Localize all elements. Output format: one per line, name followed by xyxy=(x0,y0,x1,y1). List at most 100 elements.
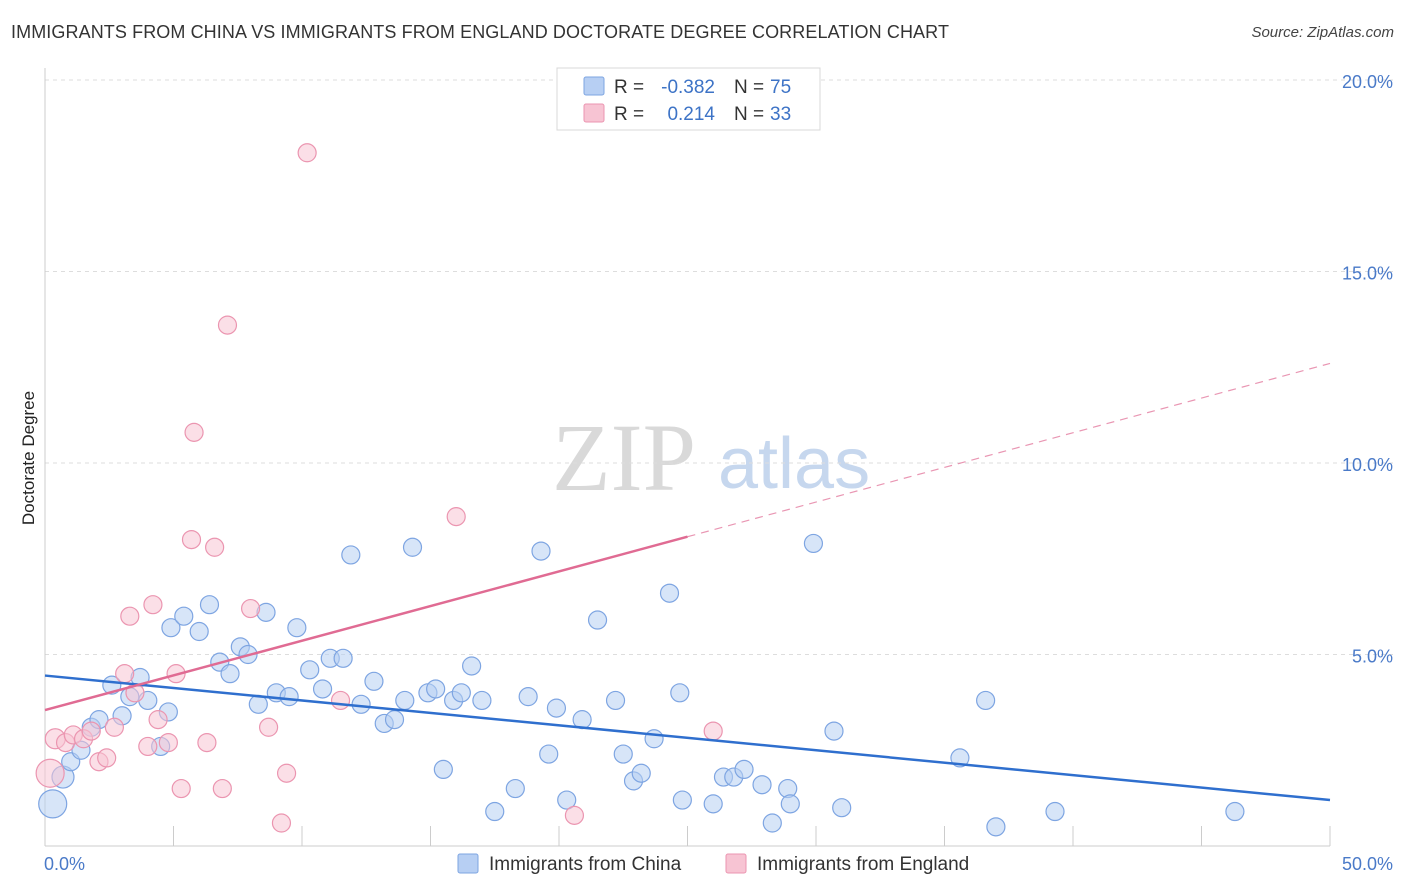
stats-legend: R = -0.382 N = 75 R = 0.214 N = 33 xyxy=(556,67,821,131)
point-china-59 xyxy=(670,683,690,703)
point-england-13 xyxy=(143,595,163,615)
watermark-zip: ZIP xyxy=(552,404,696,511)
y-axis-label: Doctorate Degree xyxy=(19,391,38,525)
y-tick-label-5: 5.0% xyxy=(1352,647,1393,667)
point-china-31 xyxy=(351,694,371,714)
point-england-15 xyxy=(158,732,178,753)
x-tick-label-min: 0.0% xyxy=(44,854,85,874)
y-tick-labels: 5.0% 10.0% 15.0% 20.0% xyxy=(1342,72,1393,667)
point-china-42 xyxy=(462,656,482,676)
point-china-74 xyxy=(986,817,1006,837)
point-england-10 xyxy=(120,606,140,626)
point-china-76 xyxy=(1225,801,1245,822)
x-tick-label-max: 50.0% xyxy=(1342,854,1393,874)
point-england-14 xyxy=(148,710,168,730)
point-china-36 xyxy=(402,537,423,557)
point-china-53 xyxy=(605,690,626,711)
point-england-31 xyxy=(564,805,585,825)
point-china-69 xyxy=(803,533,824,554)
bottom-legend: Immigrants from China Immigrants from En… xyxy=(457,853,969,875)
point-england-0 xyxy=(35,758,65,788)
point-china-30 xyxy=(341,545,361,565)
point-england-27 xyxy=(276,763,297,783)
point-china-61 xyxy=(703,794,723,814)
point-china-0 xyxy=(38,789,68,819)
point-england-18 xyxy=(184,422,204,442)
point-china-44 xyxy=(485,801,505,822)
point-china-48 xyxy=(539,744,559,764)
legend-r-label-england: R = xyxy=(614,104,644,125)
point-england-17 xyxy=(171,778,191,799)
point-china-18 xyxy=(220,664,240,684)
point-china-14 xyxy=(174,606,194,626)
legend-n-label-england: N = xyxy=(734,104,764,125)
point-england-7 xyxy=(97,748,117,768)
point-china-34 xyxy=(384,710,405,730)
point-china-60 xyxy=(672,790,692,810)
point-england-24 xyxy=(241,598,261,619)
series-china xyxy=(38,533,1245,837)
point-china-45 xyxy=(505,778,525,799)
point-england-5 xyxy=(81,721,101,741)
legend-r-value-england: 0.214 xyxy=(667,104,715,125)
point-china-56 xyxy=(631,763,651,783)
point-china-15 xyxy=(189,621,209,642)
point-china-65 xyxy=(752,775,772,795)
legend-swatch-england xyxy=(583,103,605,123)
point-england-30 xyxy=(446,507,466,527)
point-england-26 xyxy=(271,813,292,833)
watermark: ZIP atlas xyxy=(552,404,870,511)
point-china-26 xyxy=(300,660,320,680)
y-tick-label-15: 15.0% xyxy=(1342,264,1393,284)
point-china-72 xyxy=(950,748,970,768)
point-china-32 xyxy=(364,671,384,691)
point-china-64 xyxy=(734,759,754,780)
point-england-21 xyxy=(205,537,225,557)
bottom-legend-swatch-england xyxy=(725,853,747,874)
point-china-47 xyxy=(531,541,551,561)
point-england-29 xyxy=(330,690,351,711)
point-england-9 xyxy=(115,664,135,684)
point-england-25 xyxy=(258,717,279,737)
chart-title: IMMIGRANTS FROM CHINA VS IMMIGRANTS FROM… xyxy=(11,22,950,42)
point-china-39 xyxy=(433,759,453,780)
y-tick-label-20: 20.0% xyxy=(1342,72,1393,92)
legend-r-value-china: -0.382 xyxy=(661,77,715,98)
trend-lines xyxy=(44,362,1331,802)
point-china-24 xyxy=(279,687,299,707)
point-england-23 xyxy=(217,315,238,335)
point-china-35 xyxy=(395,690,415,711)
point-england-12 xyxy=(138,736,158,757)
point-china-54 xyxy=(613,744,633,764)
legend-n-label-china: N = xyxy=(734,77,764,98)
point-china-49 xyxy=(546,698,567,718)
point-china-29 xyxy=(333,648,353,668)
trend-line-china xyxy=(44,674,1331,802)
point-china-73 xyxy=(976,690,996,711)
trend-line-england-solid xyxy=(44,535,688,712)
point-china-13 xyxy=(161,618,181,638)
point-england-28 xyxy=(297,143,317,163)
point-china-71 xyxy=(832,798,852,818)
point-china-25 xyxy=(287,618,307,638)
point-china-52 xyxy=(587,610,608,630)
point-england-19 xyxy=(181,529,202,550)
legend-swatch-china xyxy=(583,76,605,96)
point-china-27 xyxy=(312,679,333,699)
point-china-57 xyxy=(644,729,664,749)
point-england-8 xyxy=(104,717,124,737)
legend-r-label-china: R = xyxy=(614,77,644,98)
point-china-66 xyxy=(762,813,782,833)
point-china-41 xyxy=(451,683,471,703)
point-china-50 xyxy=(557,790,577,810)
point-china-46 xyxy=(518,687,538,707)
x-tick-labels: 0.0% 50.0% xyxy=(44,854,1393,874)
point-england-22 xyxy=(212,778,232,799)
bottom-legend-swatch-china xyxy=(457,853,479,874)
point-england-20 xyxy=(197,732,217,753)
point-china-16 xyxy=(199,595,220,615)
point-china-68 xyxy=(780,794,800,814)
point-china-70 xyxy=(824,721,844,741)
watermark-atlas: atlas xyxy=(718,424,870,504)
legend-n-value-england: 33 xyxy=(770,104,791,125)
